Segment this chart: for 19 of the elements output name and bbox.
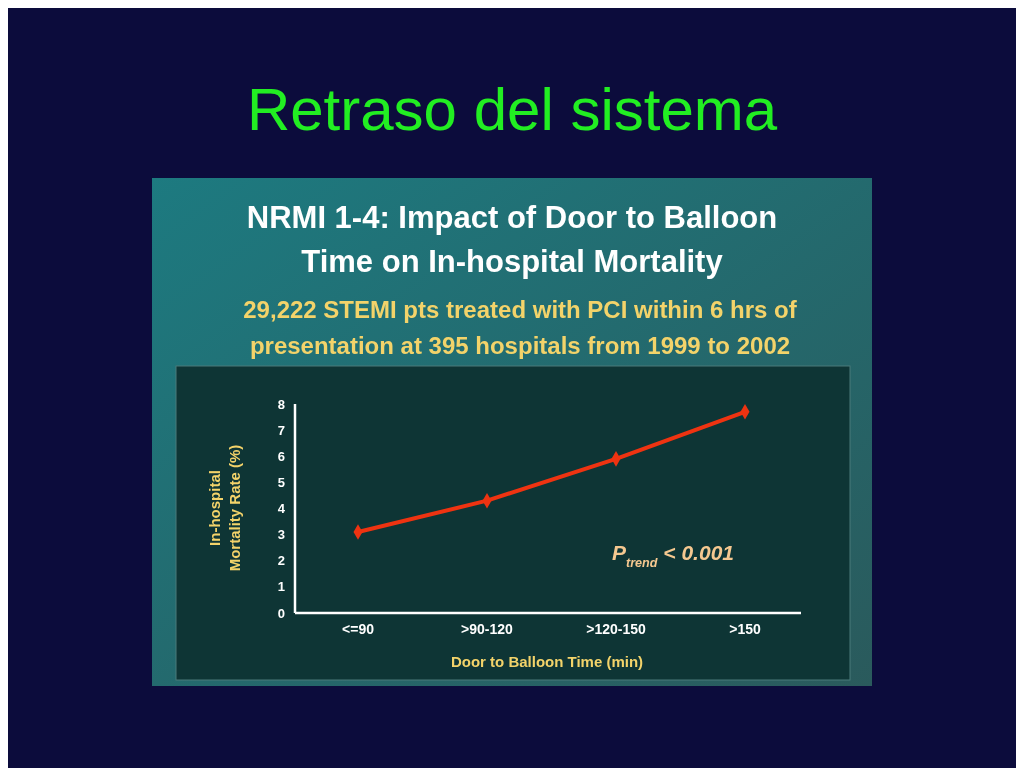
chart-subtitle: NRMI 1-4: Impact of Door to Balloon Time on In-hospital Mortality: [246, 200, 778, 279]
x-axis-title: Door to Balloon Time (min): [450, 653, 644, 670]
text: 29,222 STEMI pts treated with PCI within 6 hrs of presentation at 395 hospitals from 1999 to 2002: [243, 296, 798, 359]
y-axis-title: In-hospital Mortality Rate (%): [206, 444, 243, 572]
y-tick-label: 8: [277, 396, 285, 412]
y-tick-label: 4: [277, 501, 286, 517]
y-tick-label: 6: [277, 448, 285, 464]
x-tick-label: >90-120: [461, 621, 514, 637]
chart-title: Retraso del sistema: [246, 76, 778, 143]
y-tick-label: 3: [277, 527, 285, 543]
annotation: P$_{trend}$ < 0.001: [612, 541, 734, 570]
x-tick-label: <=90: [342, 621, 375, 637]
y-tick-label: 5: [277, 474, 285, 490]
y-tick-label: 2: [277, 553, 285, 569]
y-tick-label: 0: [277, 605, 285, 621]
y-tick-label: 1: [277, 579, 285, 595]
y-tick-label: 7: [277, 422, 285, 438]
x-tick-label: >120-150: [586, 621, 646, 637]
x-tick-label: >150: [729, 621, 761, 637]
